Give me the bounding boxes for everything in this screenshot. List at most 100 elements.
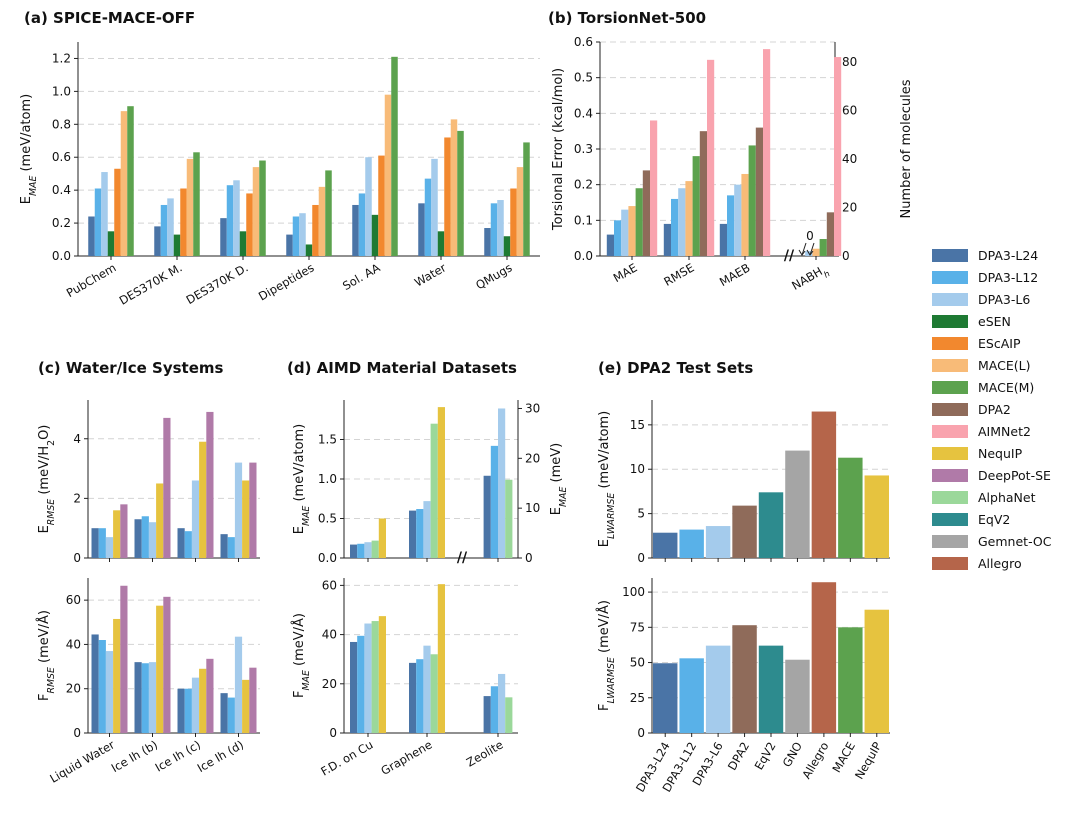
bar-DPA3-L6 [105, 537, 114, 558]
y-tick-label: 40 [322, 628, 337, 642]
bar-DeepPot-SE [249, 462, 257, 558]
bar-MACE(M) [259, 160, 266, 256]
bar-DPA3-L24 [409, 662, 417, 733]
bar-DPA3-L12 [424, 178, 432, 256]
legend-label: MACE(M) [978, 379, 1035, 395]
y-tick-label: 20 [66, 682, 81, 696]
bar-MACE [838, 457, 863, 558]
bar-NequIP [378, 616, 386, 733]
legend-item: DeepPot-SE [932, 464, 1052, 486]
panel-b-ylabel: Torsional Error (kcal/mol) [551, 68, 566, 231]
bar-AlphaNet [430, 423, 438, 558]
y-tick-label: 40 [66, 637, 81, 651]
bar-DPA3-L24 [653, 532, 678, 558]
annotation-arrow [809, 242, 815, 256]
bar-DeepPot-SE [206, 411, 214, 558]
y-tick-label: 0 [637, 551, 645, 565]
legend-label: Allegro [978, 555, 1022, 571]
bar-MACE(L) [516, 167, 524, 256]
legend-label: MACE(L) [978, 357, 1031, 373]
bar-MACE(M) [457, 130, 464, 256]
legend-swatch [932, 292, 968, 306]
bar-eSEN [371, 214, 379, 256]
axis-break-mark: // [784, 248, 795, 264]
bar-DPA3-L24 [350, 641, 358, 733]
x-tick-label-nabh: NABHh [789, 261, 832, 297]
bar-DPA3-L12 [671, 198, 679, 256]
bar-DPA2 [699, 131, 707, 256]
bar-DPA3-L6 [101, 172, 108, 256]
legend-swatch [932, 468, 968, 482]
y-tick-label: 1.0 [318, 472, 337, 486]
bar-DPA3-L12 [679, 529, 704, 558]
y-tick-label: 0.5 [574, 71, 593, 85]
y-tick-label: 4 [73, 432, 81, 446]
panel-b-title: (b) TorsionNet-500 [548, 9, 706, 27]
legend-label: AIMNet2 [978, 423, 1031, 439]
y-tick-label: 0.0 [318, 551, 337, 565]
bar-MACE [838, 627, 863, 733]
bar-AlphaNet [430, 654, 438, 733]
bar-DPA3-L24 [719, 223, 727, 256]
y-tick-label: 5 [637, 507, 645, 521]
legend-item: MACE(L) [932, 354, 1052, 376]
bar-DeepPot-SE [163, 417, 171, 558]
bar-EScAIP [510, 188, 517, 256]
bar-DPA3-L24 [154, 226, 161, 256]
panel-e-title: (e) DPA2 Test Sets [598, 359, 753, 377]
bar-NequIP [437, 407, 445, 558]
bar-DPA3-L24 [653, 663, 678, 733]
y-tick-label-right: 60 [842, 103, 857, 117]
bar-MACE(M) [523, 142, 530, 256]
bar-MACE(M) [325, 170, 332, 256]
legend-swatch [932, 446, 968, 460]
y-tick-label: 0.8 [52, 117, 71, 131]
y-tick-label: 0.1 [574, 213, 593, 227]
y-tick-label-right: 0 [525, 551, 533, 565]
x-tick-label: QMugs [473, 260, 514, 292]
legend-label: DeepPot-SE [978, 467, 1051, 483]
bar-DPA3-L24 [606, 234, 614, 256]
y-tick-label: 0.3 [574, 142, 593, 156]
x-tick-label: MACE [829, 740, 858, 775]
y-tick-label: 20 [322, 677, 337, 691]
bar-MACE(M) [819, 239, 827, 256]
panel-c-ylabel-force: FRMSE (meV/Å) [36, 610, 57, 701]
bar-DPA3-L12 [141, 663, 149, 733]
bar-EScAIP [246, 193, 253, 256]
bar-AIMNet2 [763, 49, 771, 257]
bar-DPA3-L12 [184, 688, 192, 733]
bar-DPA3-L12 [226, 185, 234, 256]
bar-DPA3-L12 [160, 204, 168, 256]
bar-DPA3-L6 [299, 213, 306, 256]
bar-AIMNet2 [707, 59, 715, 257]
bar-DPA3-L6 [423, 645, 431, 733]
panel-a-ylabel: EMAE (meV/atom) [19, 94, 39, 204]
legend-item: AlphaNet [932, 486, 1052, 508]
bar-EScAIP [444, 137, 451, 256]
x-tick-label: NequIP [852, 739, 884, 781]
y-tick-label: 0.0 [574, 249, 593, 263]
y-tick-label: 100 [622, 585, 645, 599]
x-tick-label: Water [412, 260, 449, 289]
legend-label: DPA2 [978, 401, 1011, 417]
panel-a-title: (a) SPICE-MACE-OFF [24, 9, 195, 27]
bar-NequIP [156, 483, 164, 558]
y-tick-label: 75 [630, 620, 645, 634]
bar-EScAIP [114, 168, 121, 256]
legend-swatch [932, 270, 968, 284]
bar-DPA3-L24 [134, 662, 142, 733]
bar-NequIP [864, 609, 889, 733]
y-tick-label-right: 40 [842, 152, 857, 166]
bar-DPA3-L24 [177, 688, 185, 733]
bar-DPA3-L12 [416, 659, 424, 733]
bar-DPA3-L24 [663, 223, 671, 256]
x-tick-label: PubChem [64, 260, 119, 300]
y-tick-label: 10 [630, 462, 645, 476]
x-tick-label: DES370K M. [117, 260, 185, 307]
bar-DPA3-L12 [227, 697, 235, 733]
bar-eSEN [503, 236, 511, 256]
bar-DPA2 [732, 505, 757, 558]
legend-item: eSEN [932, 310, 1052, 332]
panel-c-ylabel-energy: ERMSE (meV/H2O) [37, 425, 57, 534]
